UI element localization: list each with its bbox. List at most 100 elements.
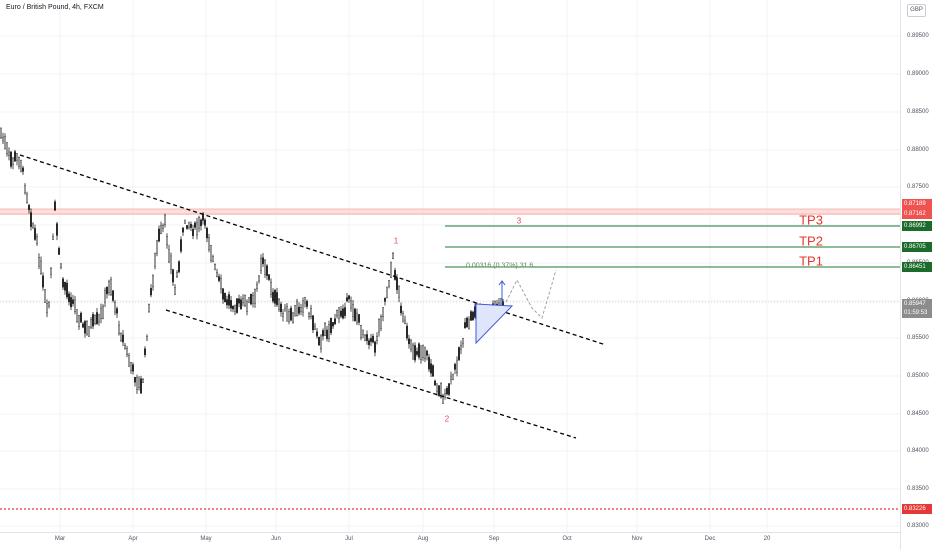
candle-body (138, 376, 140, 388)
candle-body (212, 256, 214, 262)
candle-body (430, 363, 432, 374)
candle-body (186, 225, 188, 229)
tp1-label[interactable]: TP1 (799, 253, 823, 269)
time-axis[interactable]: Mar Apr May Jun Jul Aug Sep Oct Nov Dec 20 (0, 532, 900, 551)
candle-body (404, 319, 406, 324)
candle-body (210, 245, 212, 261)
candle-body (92, 314, 94, 327)
candle-body (114, 302, 116, 313)
candle-body (68, 293, 70, 303)
candle-body (234, 304, 236, 312)
candle-body (0, 127, 2, 138)
candle-body (412, 344, 414, 360)
currency-badge[interactable]: GBP (907, 4, 926, 17)
price-tick: 0.87500 (907, 184, 929, 190)
candle-body (464, 322, 466, 329)
candle-body (6, 142, 8, 155)
candle-body (432, 365, 434, 377)
candle-body (206, 228, 208, 239)
candle-body (240, 299, 242, 310)
candle-body (154, 253, 156, 267)
candle-body (90, 319, 92, 328)
candle-body (358, 314, 360, 323)
time-tick: May (200, 536, 212, 542)
candle-body (362, 329, 364, 335)
tp2-label[interactable]: TP2 (799, 233, 823, 249)
candle-body (262, 257, 264, 265)
tp2-tag: 0.86705 (902, 242, 932, 252)
price-tick: 0.88000 (907, 147, 929, 153)
wave-label-2[interactable]: 2 (444, 414, 450, 424)
price-axis[interactable]: 0.895000.890000.885000.880000.875000.870… (900, 0, 932, 550)
candle-body (384, 298, 386, 302)
candle-body (4, 136, 6, 150)
candle-body (208, 237, 210, 250)
candle-body (144, 348, 146, 356)
wave-label-1[interactable]: 1 (393, 236, 399, 246)
candle-body (192, 228, 194, 237)
time-tick: Apr (128, 536, 138, 542)
candle-body (252, 295, 254, 304)
candle-body (390, 262, 392, 278)
candle-body (314, 325, 316, 330)
candle-body (196, 222, 198, 236)
candle-body (178, 261, 180, 273)
candle-body (356, 312, 358, 323)
candle-body (190, 224, 192, 228)
upper-trendline[interactable] (19, 154, 607, 346)
candle-body (214, 264, 216, 270)
candle-body (374, 341, 376, 353)
lower-trendline[interactable] (165, 309, 577, 439)
wave-label-3[interactable]: 3 (516, 216, 522, 226)
candle-body (250, 293, 252, 305)
candle-body (96, 312, 98, 325)
candle-body (134, 377, 136, 383)
candle-body (436, 383, 438, 392)
candle-body (118, 324, 120, 334)
candle-body (2, 136, 4, 142)
candle-body (204, 219, 206, 226)
support-tag: 0.83226 (902, 504, 932, 514)
candle-body (180, 239, 182, 252)
candle-body (334, 318, 336, 325)
candle-body (406, 325, 408, 339)
price-chart[interactable] (0, 0, 900, 532)
candle-body (368, 340, 370, 346)
candle-body (420, 345, 422, 360)
candle-body (326, 329, 328, 339)
candle-body (258, 275, 260, 282)
candle-body (340, 310, 342, 317)
candle-body (38, 257, 40, 267)
candle-body (142, 379, 144, 383)
candle-body (54, 201, 56, 211)
candle-body (12, 157, 14, 165)
symbol-title[interactable]: Euro / British Pound, 4h, FXCM (6, 4, 104, 11)
candle-body (324, 323, 326, 336)
candle-body (386, 286, 388, 298)
triangle-pattern[interactable] (475, 303, 514, 345)
time-tick: 20 (763, 536, 771, 542)
candle-body (298, 306, 300, 314)
candle-body (216, 272, 218, 277)
candle-body (184, 219, 186, 224)
candle-body (22, 167, 24, 172)
candle-body (62, 278, 64, 288)
candle-body (254, 288, 256, 304)
candle-body (416, 351, 418, 355)
chart-area[interactable]: Euro / British Pound, 4h, FXCM TP3 TP2 T… (0, 0, 900, 532)
candle-body (50, 268, 52, 275)
candle-body (166, 236, 168, 246)
time-tick: Aug (417, 536, 429, 542)
candle-body (52, 236, 54, 240)
candle-body (182, 227, 184, 233)
countdown-tag: 01:59:53 (902, 308, 932, 318)
candle-body (30, 212, 32, 227)
time-tick: Dec (704, 536, 716, 542)
candle-body (170, 255, 172, 270)
resistance-top-tag: 0.87189 (902, 199, 932, 209)
tp3-label[interactable]: TP3 (799, 212, 823, 228)
candle-body (152, 275, 154, 288)
candle-body (274, 290, 276, 304)
candle-body (408, 338, 410, 345)
candle-body (66, 282, 68, 298)
